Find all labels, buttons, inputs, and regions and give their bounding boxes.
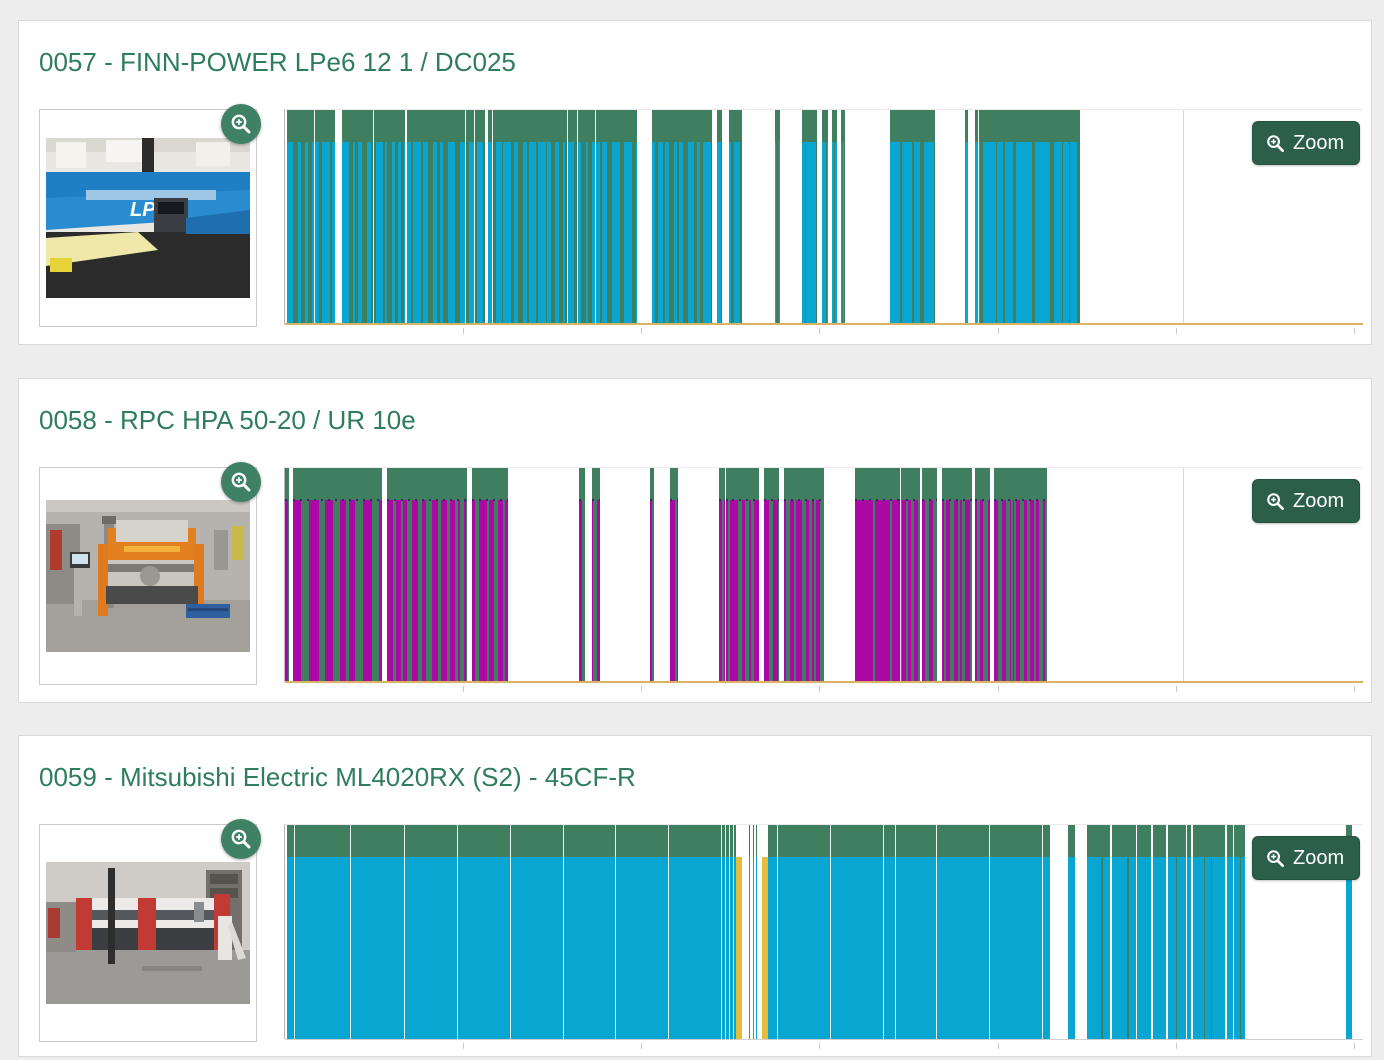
zoom-button[interactable]: Zoom: [1252, 836, 1361, 880]
machine-card: 0057 - FINN-POWER LPe6 12 1 / DC025 LP: [18, 20, 1372, 345]
machine-card: 0059 - Mitsubishi Electric ML4020RX (S2)…: [18, 735, 1372, 1057]
timeline-plot-area: [284, 467, 1363, 692]
zoom-in-icon: [1267, 134, 1284, 152]
machine-photo: [46, 500, 250, 652]
thumbnail-zoom-badge[interactable]: [221, 104, 261, 144]
machine-title: 0058 - RPC HPA 50-20 / UR 10e: [39, 405, 416, 435]
zoom-in-icon: [231, 472, 251, 492]
zoom-in-icon: [1267, 849, 1284, 867]
timeline-plot-area: [284, 109, 1363, 334]
zoom-button-label: Zoom: [1293, 846, 1345, 869]
timeline-plot-area: [284, 824, 1363, 1049]
thumbnail-zoom-badge[interactable]: [221, 462, 261, 502]
zoom-in-icon: [231, 829, 251, 849]
machine-title: 0057 - FINN-POWER LPe6 12 1 / DC025: [39, 47, 516, 77]
machine-photo-thumbnail[interactable]: [39, 467, 257, 685]
machine-title: 0059 - Mitsubishi Electric ML4020RX (S2)…: [39, 762, 636, 792]
machine-photo: [46, 862, 250, 1004]
zoom-button[interactable]: Zoom: [1252, 121, 1361, 165]
thumbnail-zoom-badge[interactable]: [221, 819, 261, 859]
zoom-in-icon: [231, 114, 251, 134]
zoom-button-label: Zoom: [1293, 489, 1345, 512]
zoom-in-icon: [1267, 492, 1284, 510]
machine-photo: LP: [46, 138, 250, 298]
status-timeline-chart: [284, 467, 1363, 692]
machine-photo-thumbnail[interactable]: LP: [39, 109, 257, 327]
machine-card: 0058 - RPC HPA 50-20 / UR 10e: [18, 378, 1372, 703]
status-timeline-chart: [284, 109, 1363, 334]
zoom-button-label: Zoom: [1293, 131, 1345, 154]
machine-photo-thumbnail[interactable]: [39, 824, 257, 1042]
zoom-button[interactable]: Zoom: [1252, 479, 1361, 523]
status-timeline-chart: [284, 824, 1363, 1049]
svg-text:LP: LP: [130, 199, 156, 221]
